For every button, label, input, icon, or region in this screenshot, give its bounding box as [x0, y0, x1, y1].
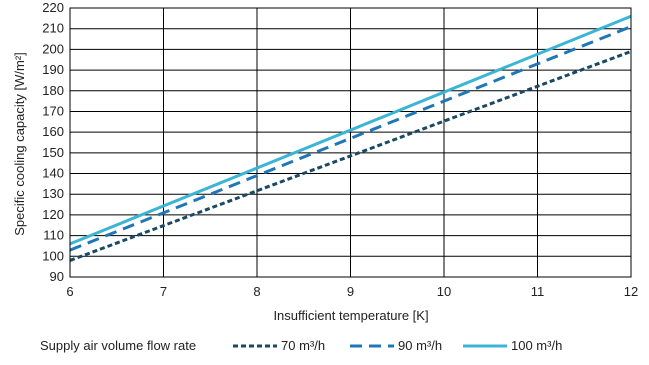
y-tick-label: 190: [42, 62, 64, 77]
plot-frame: [69, 7, 632, 278]
y-tick-label: 200: [42, 41, 64, 56]
y-tick-label: 170: [42, 103, 64, 118]
y-tick-label: 130: [42, 186, 64, 201]
series-line-2: [69, 25, 632, 252]
y-tick-label: 180: [42, 83, 64, 98]
y-tick-label: 120: [42, 207, 64, 222]
y-tick-label: 210: [42, 21, 64, 36]
x-tick-label: 11: [531, 284, 545, 299]
x-tick-label: 7: [160, 284, 167, 299]
x-tick-label: 12: [624, 284, 638, 299]
y-tick-label: 100: [42, 248, 64, 263]
legend-items: 70 m³/h 90 m³/h 100 m³/h: [233, 338, 562, 353]
x-tick-label: 9: [347, 284, 354, 299]
legend: Supply air volume flow rate 70 m³/h 90 m³…: [40, 338, 562, 353]
series-lines: [69, 14, 632, 262]
y-tick-label: 110: [43, 228, 64, 243]
legend-label: 100 m³/h: [511, 338, 562, 353]
y-tick-label: 160: [42, 124, 64, 139]
plot-border: [69, 7, 632, 278]
series-line-3: [69, 14, 632, 246]
y-tick-label: 90: [50, 269, 64, 284]
y-tick-label: 140: [42, 166, 64, 181]
x-axis-label: Insufficient temperature [K]: [273, 308, 428, 323]
x-tick-label: 8: [253, 284, 260, 299]
y-axis-label: Specific cooling capacity [W/m²]: [12, 52, 27, 236]
tick-labels: 90 100 110 120 130 140 150 160 170 180 190 200 210 22…: [42, 0, 638, 299]
legend-title: Supply air volume flow rate: [40, 338, 196, 353]
x-tick-label: 10: [437, 284, 451, 299]
legend-label: 70 m³/h: [281, 338, 325, 353]
y-tick-label: 150: [42, 145, 64, 160]
legend-label: 90 m³/h: [398, 338, 442, 353]
grid: [69, 7, 632, 278]
series-line-1: [69, 50, 632, 262]
y-tick-label: 220: [42, 0, 64, 15]
x-tick-label: 6: [66, 284, 73, 299]
